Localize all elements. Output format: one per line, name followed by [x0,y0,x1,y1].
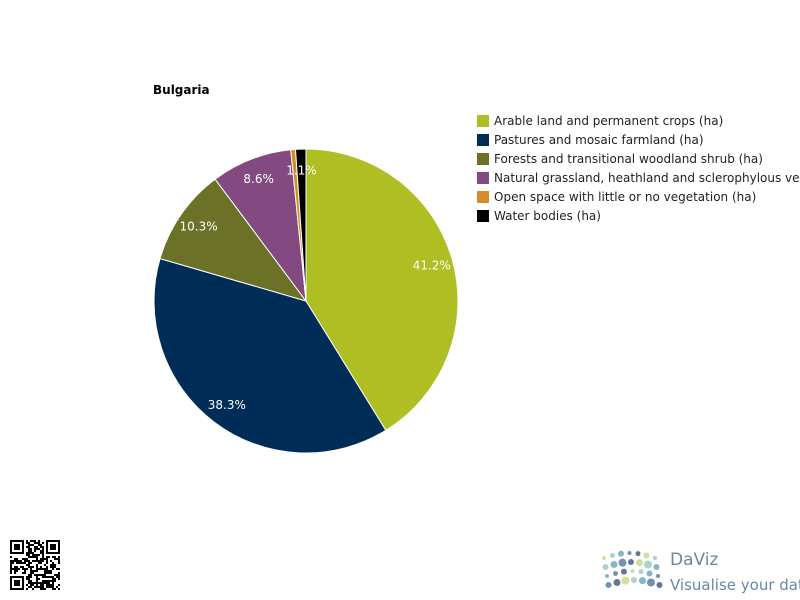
pie-slice-0[interactable] [305,148,459,432]
pie-slices [153,148,459,454]
legend-swatch-1 [477,134,489,146]
legend-swatch-5 [477,210,489,222]
slice-label-5: 1.1% [286,163,317,177]
daviz-logo[interactable]: DaViz Visualise your data [598,548,800,596]
pie-slice-5[interactable] [294,148,307,302]
legend-swatch-2 [477,153,489,165]
chart-title: Bulgaria [153,83,210,97]
legend: Arable land and permanent crops (ha) Past… [477,114,800,223]
pie-slice-1[interactable] [153,257,387,454]
slice-label-1: 38.3% [208,398,246,412]
brand-name: DaViz [670,550,719,570]
qr-code [10,540,60,590]
pie-slice-2[interactable] [159,178,308,302]
legend-label-0[interactable]: Arable land and permanent crops (ha) [494,114,723,128]
legend-swatch-4 [477,191,489,203]
slice-labels: 41.2% 38.3% 10.3% 8.6% 1.1% [180,163,451,412]
legend-label-5[interactable]: Water bodies (ha) [494,209,601,223]
slice-label-0: 41.2% [413,258,451,272]
legend-label-3[interactable]: Natural grassland, heathland and sclerop… [494,171,800,185]
legend-label-4[interactable]: Open space with little or no vegetation … [494,190,756,204]
brand-tagline: Visualise your data [670,576,800,594]
slice-label-3: 8.6% [243,172,274,186]
slice-label-2: 10.3% [180,220,218,234]
legend-swatch-0 [477,115,489,127]
legend-swatch-3 [477,172,489,184]
daviz-dots-icon [602,550,663,588]
legend-label-1[interactable]: Pastures and mosaic farmland (ha) [494,133,704,147]
legend-label-2[interactable]: Forests and transitional woodland shrub … [494,152,763,166]
